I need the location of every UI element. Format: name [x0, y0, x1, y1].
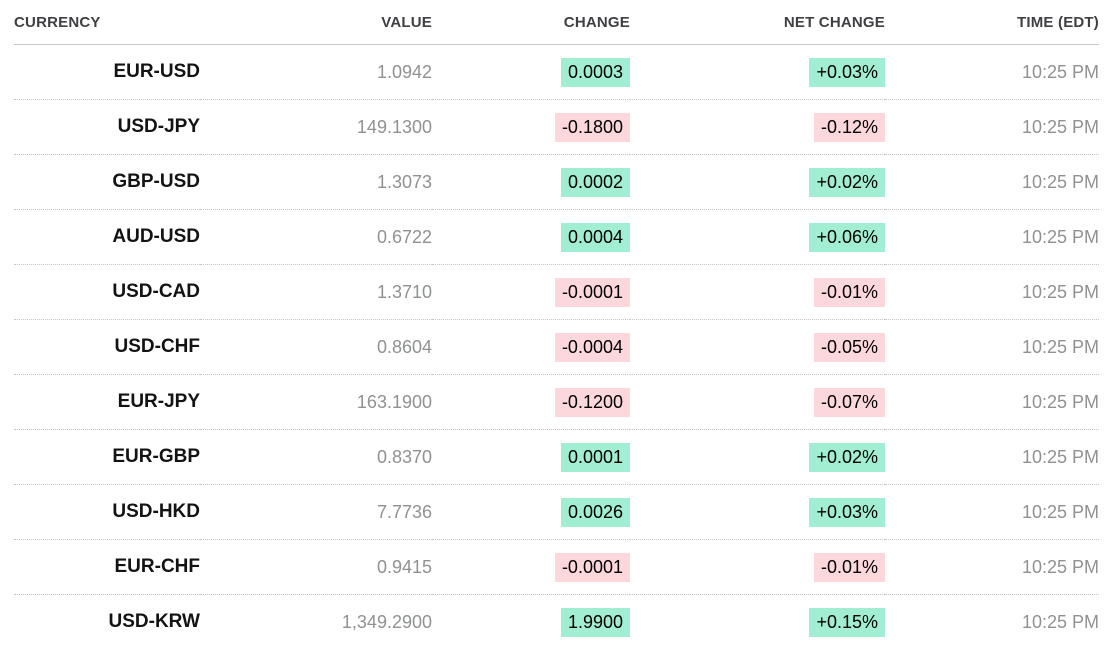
currency-value: 1.0942: [200, 44, 432, 100]
change-badge: -0.0001: [554, 277, 630, 307]
time-value: 10:25 PM: [885, 319, 1099, 375]
time-value: 10:25 PM: [885, 374, 1099, 430]
net-change-badge: +0.03%: [809, 57, 885, 87]
change-badge: 0.0001: [560, 442, 630, 472]
time-value: 10:25 PM: [885, 264, 1099, 320]
currency-value: 163.1900: [200, 374, 432, 430]
time-value: 10:25 PM: [885, 484, 1099, 540]
currency-pair-label: EUR-JPY: [14, 374, 200, 430]
table-header-row: CURRENCY VALUE CHANGE NET CHANGE TIME (E…: [14, 0, 1099, 45]
table-row: USD-CHF 0.8604 -0.0004 -0.05% 10:25 PM: [14, 319, 1099, 375]
table-row: EUR-JPY 163.1900 -0.1200 -0.07% 10:25 PM: [14, 374, 1099, 430]
net-change-badge: -0.12%: [813, 112, 885, 142]
change-badge: 1.9900: [560, 607, 630, 637]
net-change-badge: -0.01%: [813, 277, 885, 307]
header-net-change: NET CHANGE: [630, 0, 885, 45]
table-row: USD-HKD 7.7736 0.0026 +0.03% 10:25 PM: [14, 484, 1099, 540]
net-change-badge: +0.02%: [809, 167, 885, 197]
currency-value: 0.8604: [200, 319, 432, 375]
change-badge: -0.0001: [554, 552, 630, 582]
table-row: USD-JPY 149.1300 -0.1800 -0.12% 10:25 PM: [14, 99, 1099, 155]
net-change-badge: -0.05%: [813, 332, 885, 362]
table-row: EUR-GBP 0.8370 0.0001 +0.02% 10:25 PM: [14, 429, 1099, 485]
header-time: TIME (EDT): [885, 0, 1099, 45]
currency-pair-label: USD-HKD: [14, 484, 200, 540]
currency-value: 1.3710: [200, 264, 432, 320]
table-row: EUR-USD 1.0942 0.0003 +0.03% 10:25 PM: [14, 44, 1099, 100]
table-row: AUD-USD 0.6722 0.0004 +0.06% 10:25 PM: [14, 209, 1099, 265]
currency-pair-label: EUR-GBP: [14, 429, 200, 485]
change-badge: -0.1800: [554, 112, 630, 142]
table-row: USD-KRW 1,349.2900 1.9900 +0.15% 10:25 P…: [14, 595, 1099, 649]
change-badge: -0.1200: [554, 387, 630, 417]
net-change-badge: +0.15%: [809, 607, 885, 637]
currency-table: CURRENCY VALUE CHANGE NET CHANGE TIME (E…: [14, 0, 1099, 649]
time-value: 10:25 PM: [885, 539, 1099, 595]
net-change-badge: -0.07%: [813, 387, 885, 417]
net-change-badge: +0.03%: [809, 497, 885, 527]
time-value: 10:25 PM: [885, 209, 1099, 265]
currency-table-body: EUR-USD 1.0942 0.0003 +0.03% 10:25 PM US…: [14, 44, 1099, 649]
change-badge: 0.0002: [560, 167, 630, 197]
time-value: 10:25 PM: [885, 154, 1099, 210]
currency-value: 0.9415: [200, 539, 432, 595]
header-change: CHANGE: [432, 0, 630, 45]
currency-pair-label: USD-KRW: [108, 611, 200, 633]
fx-table-container: CURRENCY VALUE CHANGE NET CHANGE TIME (E…: [14, 0, 1099, 649]
table-row: EUR-CHF 0.9415 -0.0001 -0.01% 10:25 PM: [14, 539, 1099, 595]
net-change-badge: +0.06%: [809, 222, 885, 252]
change-badge: -0.0004: [554, 332, 630, 362]
currency-value: 0.8370: [200, 429, 432, 485]
header-currency: CURRENCY: [14, 0, 200, 45]
currency-value: 149.1300: [200, 99, 432, 155]
time-value: 10:25 PM: [885, 44, 1099, 100]
change-badge: 0.0004: [560, 222, 630, 252]
currency-value: 1.3073: [200, 154, 432, 210]
currency-pair-label: GBP-USD: [14, 154, 200, 210]
header-value: VALUE: [200, 0, 432, 45]
currency-pair-label: EUR-USD: [14, 44, 200, 100]
time-value: 10:25 PM: [885, 99, 1099, 155]
currency-pair-label: USD-JPY: [14, 99, 200, 155]
currency-pair-label: USD-CAD: [14, 264, 200, 320]
change-badge: 0.0003: [560, 57, 630, 87]
time-value: 10:25 PM: [885, 429, 1099, 485]
change-badge: 0.0026: [560, 497, 630, 527]
net-change-badge: -0.01%: [813, 552, 885, 582]
currency-pair-label: EUR-CHF: [14, 539, 200, 595]
table-row: GBP-USD 1.3073 0.0002 +0.02% 10:25 PM: [14, 154, 1099, 210]
time-value: 10:25 PM: [1021, 611, 1099, 632]
table-row: USD-CAD 1.3710 -0.0001 -0.01% 10:25 PM: [14, 264, 1099, 320]
currency-value: 1,349.2900: [341, 611, 432, 632]
currency-value: 7.7736: [200, 484, 432, 540]
currency-pair-label: USD-CHF: [14, 319, 200, 375]
net-change-badge: +0.02%: [809, 442, 885, 472]
currency-pair-label: AUD-USD: [14, 209, 200, 265]
currency-value: 0.6722: [200, 209, 432, 265]
